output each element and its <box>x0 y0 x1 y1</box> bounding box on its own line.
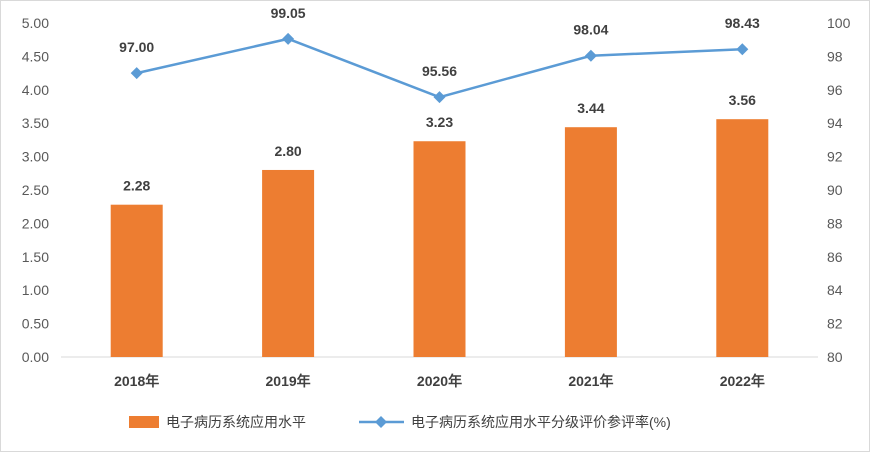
line-data-label: 95.56 <box>422 63 457 79</box>
left-tick-label: 2.00 <box>22 215 49 231</box>
legend-bar-label: 电子病历系统应用水平 <box>166 414 306 430</box>
bar <box>262 169 315 357</box>
bar <box>110 204 163 357</box>
bar <box>564 127 617 357</box>
right-tick-label: 96 <box>827 82 843 98</box>
right-tick-label: 82 <box>827 316 843 332</box>
right-tick-label: 88 <box>827 215 843 231</box>
bar-data-label: 3.56 <box>729 92 756 108</box>
left-tick-label: 0.50 <box>22 316 49 332</box>
right-tick-label: 100 <box>827 15 851 31</box>
x-tick-label: 2020年 <box>417 373 462 389</box>
left-tick-label: 3.00 <box>22 149 49 165</box>
x-axis: 2018年 2019年 2020年 2021年 2022年 <box>114 373 765 389</box>
x-tick-label: 2018年 <box>114 373 159 389</box>
bar-data-label: 3.23 <box>426 114 453 130</box>
right-tick-label: 84 <box>827 282 843 298</box>
right-tick-label: 98 <box>827 48 843 64</box>
x-tick-label: 2022年 <box>720 373 765 389</box>
line-data-label: 98.43 <box>725 15 760 31</box>
left-tick-label: 4.50 <box>22 48 49 64</box>
line-data-label: 99.05 <box>271 5 306 21</box>
bar-data-label: 2.28 <box>123 178 150 194</box>
x-tick-label: 2021年 <box>568 373 613 389</box>
line-point-marker <box>130 67 143 80</box>
bar-data-label: 3.44 <box>577 100 604 116</box>
left-tick-label: 3.50 <box>22 115 49 131</box>
legend-line-marker <box>375 416 387 428</box>
right-tick-label: 92 <box>827 149 843 165</box>
line-point-marker <box>433 91 446 104</box>
left-tick-label: 2.50 <box>22 182 49 198</box>
bar-data-label: 2.80 <box>274 143 301 159</box>
left-tick-label: 1.00 <box>22 282 49 298</box>
bar <box>716 119 769 357</box>
legend: 电子病历系统应用水平 电子病历系统应用水平分级评价参评率(%) <box>129 414 671 430</box>
right-y-axis: 80 82 84 86 88 90 92 94 96 98 100 <box>827 15 851 365</box>
line-point-marker <box>736 43 749 56</box>
right-tick-label: 94 <box>827 115 843 131</box>
right-tick-label: 90 <box>827 182 843 198</box>
line-point-marker <box>584 49 597 62</box>
left-tick-label: 0.00 <box>22 349 49 365</box>
legend-line-label: 电子病历系统应用水平分级评价参评率(%) <box>411 414 671 430</box>
legend-bar-swatch <box>129 416 159 428</box>
line-data-label: 97.00 <box>119 39 154 55</box>
right-tick-label: 86 <box>827 249 843 265</box>
left-y-axis: 0.00 0.50 1.00 1.50 2.00 2.50 3.00 3.50 4.00 4.50… <box>22 15 49 365</box>
left-tick-label: 4.00 <box>22 82 49 98</box>
line-data-label: 98.04 <box>573 22 608 38</box>
bar-series: 2.28 2.80 3.23 3.44 3.56 <box>110 92 769 357</box>
left-tick-label: 1.50 <box>22 249 49 265</box>
x-tick-label: 2019年 <box>266 373 311 389</box>
right-tick-label: 80 <box>827 349 843 365</box>
left-tick-label: 5.00 <box>22 15 49 31</box>
bar <box>413 141 466 357</box>
line-point-marker <box>282 32 295 45</box>
line-series: 97.00 99.05 95.56 98.04 98.43 <box>119 5 760 104</box>
